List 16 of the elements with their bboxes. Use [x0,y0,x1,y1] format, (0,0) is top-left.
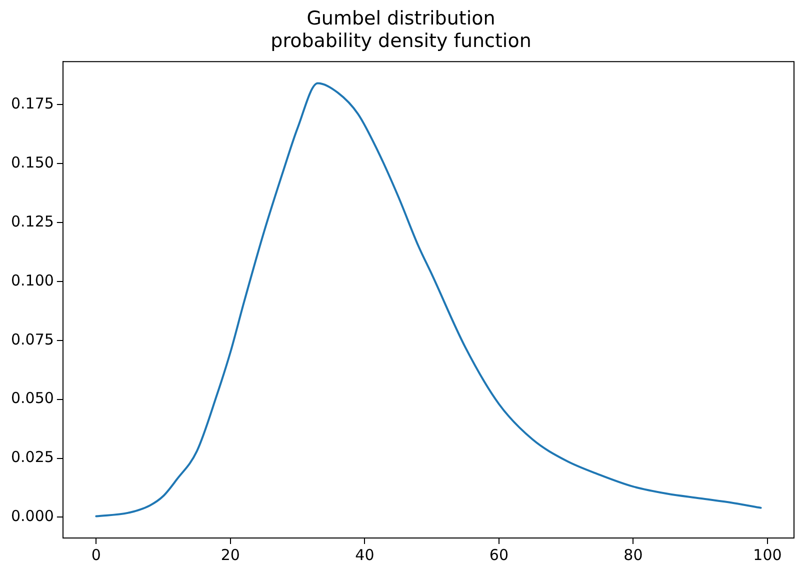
y-tick-label: 0.025 [10,448,54,466]
y-tick-label: 0.100 [10,271,54,290]
y-tick-label: 0.150 [10,153,54,172]
line-series [95,82,762,518]
x-tick-label: 20 [220,546,240,564]
x-tick-label: 40 [355,546,374,564]
x-tick-label: 0 [91,546,101,564]
x-tick-label: 100 [753,546,782,564]
y-tick-label: 0.125 [10,212,54,230]
y-tick-label: 0.175 [10,94,54,112]
y-tick-label: 0.075 [10,330,54,348]
x-tick-label: 60 [489,546,509,564]
y-tick-label: 0.000 [10,507,54,526]
x-tick-label: 80 [624,546,643,564]
chart-title: Gumbel distribution probability density function [270,7,532,52]
y-tick-label: 0.050 [10,389,54,408]
